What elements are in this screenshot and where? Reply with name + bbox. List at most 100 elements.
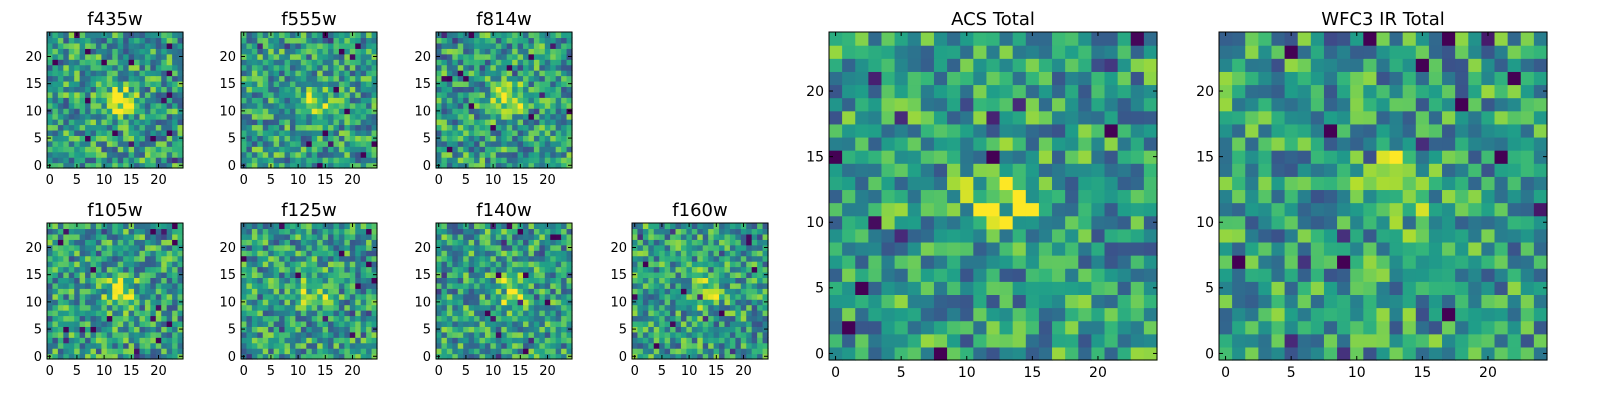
heatmap-cell — [544, 97, 551, 104]
heatmap-cell — [366, 326, 373, 333]
heatmap-cell — [257, 42, 264, 49]
heatmap-cell — [495, 261, 502, 268]
heatmap-cell — [366, 113, 373, 120]
heatmap-cell — [172, 244, 179, 251]
heatmap-cell — [512, 108, 519, 115]
heatmap-cell — [79, 348, 86, 355]
heatmap-cell — [479, 102, 486, 109]
heatmap-cell — [63, 315, 70, 322]
heatmap-cell — [172, 233, 179, 240]
heatmap-cell — [344, 331, 351, 338]
heatmap-cell — [446, 59, 453, 66]
heatmap-cell — [257, 348, 264, 355]
heatmap-cell — [490, 342, 497, 349]
heatmap-cell — [268, 266, 275, 273]
heatmap-cell — [128, 151, 135, 158]
f555w-ytick-label: 15 — [219, 77, 236, 92]
heatmap-cell — [90, 140, 97, 147]
heatmap-cell — [333, 299, 340, 306]
heatmap-cell — [139, 288, 146, 295]
heatmap-cell — [317, 129, 324, 136]
heatmap-cell — [155, 320, 162, 327]
heatmap-cell — [306, 304, 313, 311]
heatmap-cell — [495, 124, 502, 131]
heatmap-cell — [506, 282, 513, 289]
heatmap-cell — [1104, 281, 1119, 295]
heatmap-cell — [177, 146, 184, 153]
heatmap-cell — [257, 129, 264, 136]
heatmap-cell — [95, 331, 102, 338]
heatmap-cell — [566, 59, 573, 66]
heatmap-cell — [512, 348, 519, 355]
heatmap-cell — [686, 326, 693, 333]
heatmap-cell — [501, 348, 508, 355]
heatmap-cell — [436, 342, 443, 349]
heatmap-cell — [344, 151, 351, 158]
heatmap-cell — [155, 37, 162, 44]
heatmap-cell — [317, 119, 324, 126]
heatmap-cell — [360, 228, 367, 235]
heatmap-cell — [63, 282, 70, 289]
heatmap-cell — [322, 261, 329, 268]
heatmap-cell — [697, 277, 704, 284]
heatmap-cell — [311, 102, 318, 109]
heatmap-cell — [746, 266, 753, 273]
heatmap-cell — [328, 70, 335, 77]
heatmap-cell — [63, 228, 70, 235]
heatmap-cell — [241, 113, 248, 120]
heatmap-cell — [166, 233, 173, 240]
heatmap-cell — [686, 239, 693, 246]
heatmap-cell — [441, 135, 448, 142]
heatmap-cell — [960, 163, 974, 177]
heatmap-cell — [257, 293, 264, 300]
heatmap-cell — [112, 42, 119, 49]
heatmap-cell — [533, 151, 540, 158]
heatmap-cell — [664, 315, 671, 322]
heatmap-cell — [355, 266, 362, 273]
heatmap-cell — [295, 271, 302, 278]
heatmap-cell — [495, 151, 502, 158]
heatmap-cell — [112, 119, 119, 126]
heatmap-cell — [344, 53, 351, 60]
heatmap-cell — [57, 75, 64, 82]
heatmap-cell — [246, 315, 253, 322]
heatmap-cell — [279, 86, 286, 93]
heatmap-cell — [452, 228, 459, 235]
heatmap-cell — [501, 135, 508, 142]
heatmap-cell — [855, 320, 869, 335]
heatmap-cell — [74, 288, 81, 295]
heatmap-cell — [501, 32, 508, 39]
heatmap-cell — [123, 223, 130, 230]
heatmap-cell — [317, 140, 324, 147]
heatmap-cell — [1117, 176, 1132, 191]
heatmap-cell — [528, 277, 535, 284]
heatmap-cell — [566, 320, 573, 327]
heatmap-cell — [907, 268, 922, 282]
heatmap-cell — [177, 250, 184, 257]
heatmap-cell — [479, 244, 486, 251]
heatmap-cell — [484, 32, 491, 39]
heatmap-cell — [257, 162, 264, 169]
heatmap-cell — [333, 342, 340, 349]
heatmap-cell — [63, 75, 70, 82]
heatmap-cell — [123, 53, 130, 60]
heatmap-cell — [528, 48, 535, 55]
heatmap-cell — [829, 307, 843, 322]
heatmap-cell — [463, 102, 470, 109]
heatmap-cell — [566, 342, 573, 349]
heatmap-cell — [713, 331, 720, 338]
heatmap-cell — [670, 250, 677, 257]
heatmap-cell — [659, 331, 666, 338]
heatmap-cell — [484, 315, 491, 322]
heatmap-cell — [279, 277, 286, 284]
heatmap-cell — [484, 271, 491, 278]
heatmap-cell — [79, 271, 86, 278]
heatmap-cell — [452, 244, 459, 251]
heatmap-cell — [289, 119, 296, 126]
heatmap-cell — [713, 255, 720, 262]
heatmap-cell — [101, 37, 108, 44]
heatmap-cell — [561, 113, 568, 120]
heatmap-cell — [474, 304, 481, 311]
heatmap-cell — [161, 293, 168, 300]
heatmap-cell — [446, 108, 453, 115]
